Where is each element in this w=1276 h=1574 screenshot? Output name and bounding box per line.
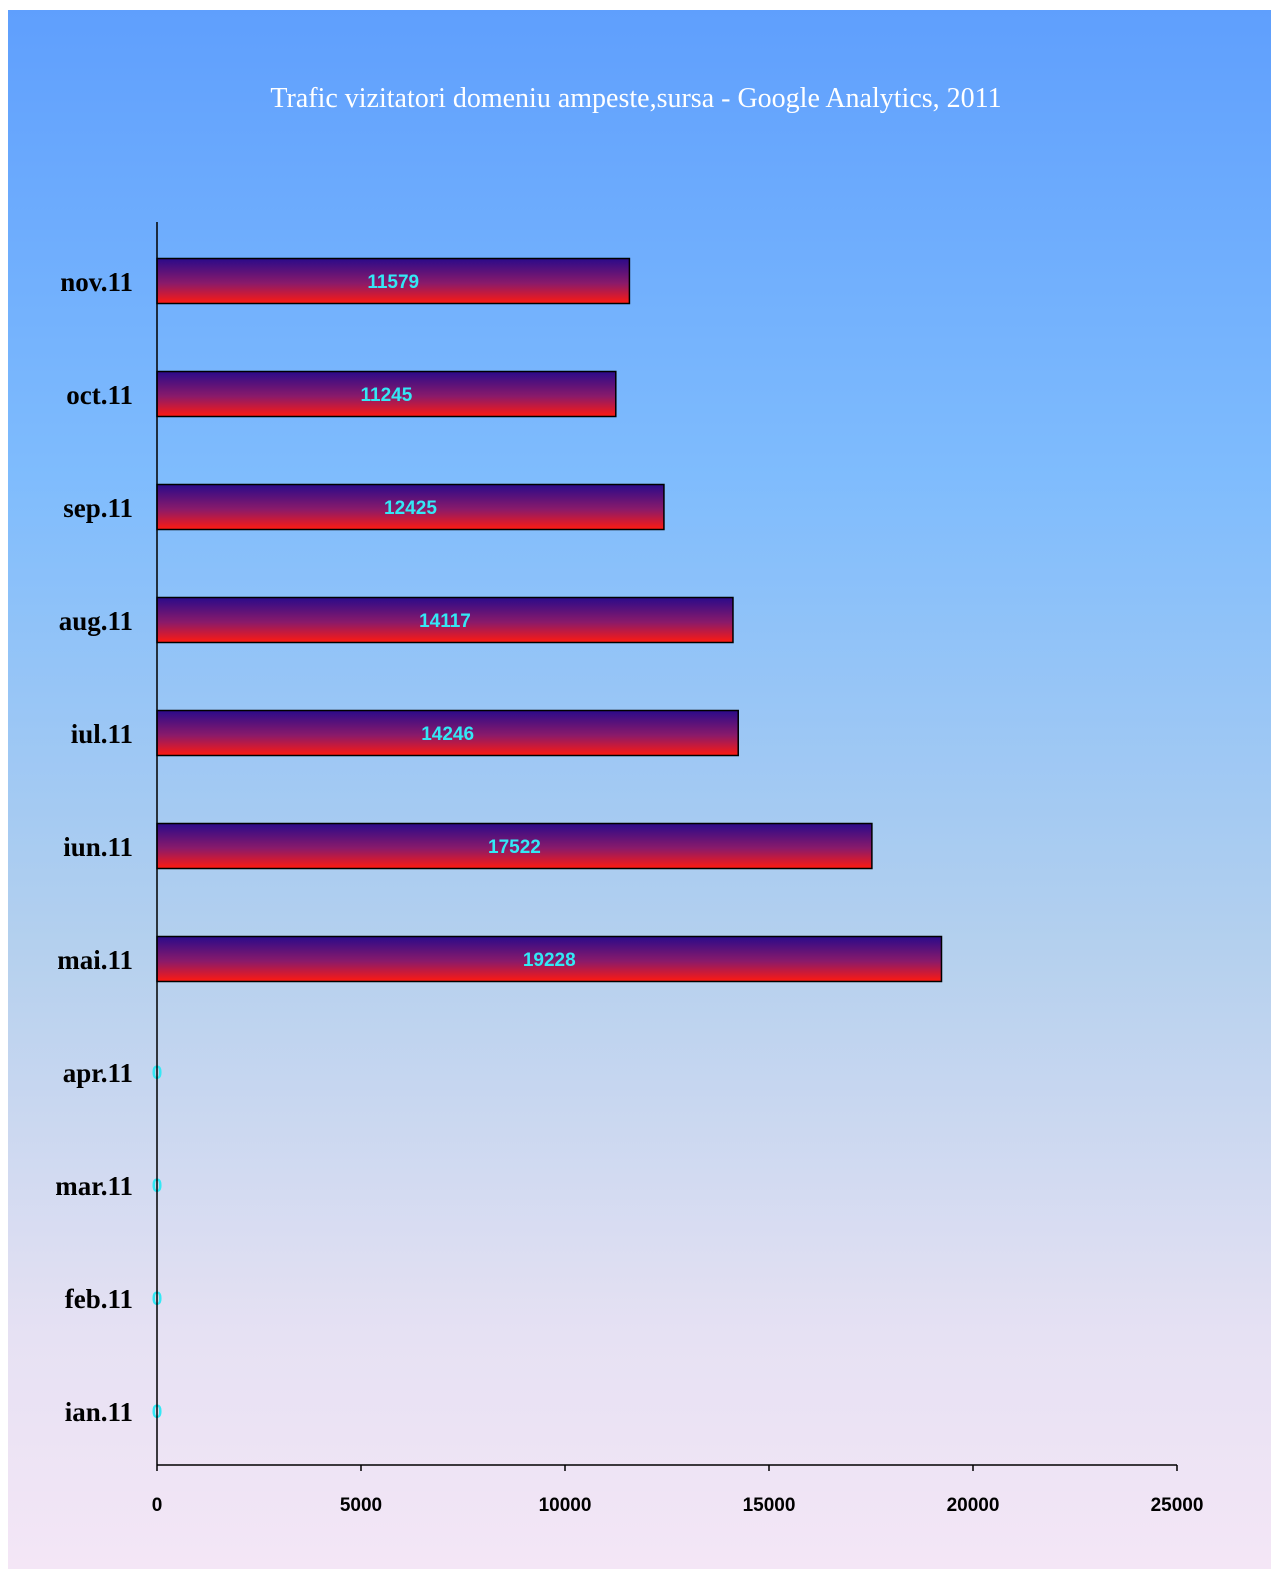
x-tick-label: 20000 [947, 1495, 1000, 1516]
category-label: apr.11 [63, 1058, 133, 1088]
x-tick-label: 0 [152, 1495, 163, 1516]
category-label: oct.11 [66, 380, 133, 410]
bar [156, 483, 665, 531]
bar [156, 370, 617, 418]
data-label: 11579 [367, 272, 419, 293]
x-tick-label: 5000 [340, 1495, 382, 1516]
x-tick-label: 25000 [1151, 1495, 1204, 1516]
bar [156, 596, 734, 644]
category-label: ian.11 [65, 1397, 133, 1427]
data-label: 14246 [421, 724, 474, 745]
category-label: sep.11 [63, 493, 133, 523]
x-tick-label: 15000 [743, 1495, 796, 1516]
category-label: mai.11 [57, 945, 133, 975]
axes: 0 5000 10000 15000 20000 25000 [152, 222, 1204, 1516]
category-label: iul.11 [71, 719, 133, 749]
data-label: 11245 [360, 385, 412, 406]
bar-chart: Trafic vizitatori domeniu ampeste,sursa … [55, 83, 1204, 1516]
data-label: 19228 [523, 950, 576, 971]
bar [156, 257, 631, 305]
chart-area: Trafic vizitatori domeniu ampeste,sursa … [8, 10, 1271, 1569]
category-label: feb.11 [65, 1284, 133, 1314]
bar [156, 935, 943, 983]
data-label: 14117 [419, 611, 471, 632]
data-label: 17522 [488, 837, 541, 858]
data-label: 12425 [384, 498, 437, 519]
bar [156, 709, 739, 757]
chart-title: Trafic vizitatori domeniu ampeste,sursa … [270, 83, 1001, 114]
category-label: iun.11 [63, 832, 133, 862]
bars-layer: 115791124512425141171424617522192280000 [152, 257, 943, 1423]
category-labels: nov.11 oct.11 sep.11 aug.11 iul.11 iun.11 mai.… [55, 267, 133, 1427]
category-label: aug.11 [59, 606, 133, 636]
x-tick-label: 10000 [539, 1495, 592, 1516]
category-label: nov.11 [60, 267, 133, 297]
category-label: mar.11 [55, 1171, 133, 1201]
